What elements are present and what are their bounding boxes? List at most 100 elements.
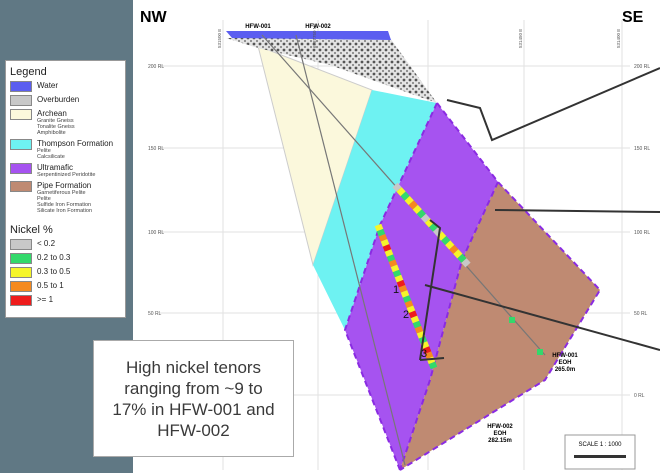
coordinate-label: 531400 E (616, 29, 621, 48)
hole-end-label: 282.15m (488, 438, 512, 444)
nickel-label: 0.3 to 0.5 (37, 267, 71, 276)
nickel-item: 0.3 to 0.5 (10, 267, 125, 278)
legend-note: Sulfide Iron Formation (37, 202, 92, 208)
assay (420, 341, 430, 349)
legend-note: Serpentinized Peridotite (37, 172, 96, 178)
legend-item: Archean Granite Gneiss Tonalite Gneiss Amph… (10, 109, 125, 136)
elevation-label: 200 RL (148, 64, 164, 70)
marker: 2 (403, 309, 409, 321)
legend-label: Pipe Formation (37, 181, 92, 190)
assay (428, 222, 439, 232)
elevation-label: 0 RL (634, 393, 645, 399)
assay (509, 317, 515, 323)
legend-item: Thompson Formation Pelite Calcsilicate (10, 139, 125, 160)
callout-line: 17% in HFW-001 and (112, 399, 275, 419)
legend-swatch (10, 163, 32, 174)
legend-note: Tonalite Gneiss (37, 124, 75, 130)
legend-title: Legend (10, 66, 47, 78)
assay (388, 259, 398, 268)
elevation-label: 100 RL (634, 230, 650, 236)
legend-note: Amphibolite (37, 130, 66, 136)
hole-end-label: HFW-002 (487, 424, 513, 430)
nickel-label: 0.2 to 0.3 (37, 253, 71, 262)
legend-item: Pipe Formation Garnetiferous Pelite Pelite… (10, 181, 125, 214)
legend-note: Pelite (37, 148, 51, 154)
assay (424, 218, 435, 228)
callout-line: High nickel tenors (125, 357, 262, 377)
assay (441, 235, 451, 246)
assay (404, 300, 414, 308)
assays (374, 182, 543, 370)
coordinate-label: 531500 E (217, 29, 222, 48)
assay (406, 305, 416, 314)
assay (392, 182, 402, 192)
assay (408, 310, 418, 319)
assay (422, 346, 432, 354)
legend-note: Granite Gneiss (37, 118, 74, 124)
nickel-item: >= 1 (10, 295, 125, 306)
assay (420, 213, 431, 223)
legend-text: Thompson Formation Pelite Calcsilicate (37, 139, 113, 160)
assay (428, 361, 438, 370)
water (226, 31, 391, 40)
legend-note: Pelite (37, 196, 51, 202)
overburden (226, 38, 437, 103)
assay (461, 258, 471, 268)
legend: Legend Water Overburden Archean Granite Gnei… (5, 60, 126, 318)
assay (380, 239, 390, 247)
assay (402, 295, 412, 303)
legend-swatch (10, 181, 32, 192)
scale-box (564, 434, 636, 470)
elevation-label: 50 RL (634, 311, 648, 317)
elevation-label: 100 RL (148, 230, 164, 236)
assay (449, 244, 459, 255)
contact (399, 102, 602, 471)
legend-text: Water (37, 81, 58, 90)
elevation-label: 50 RL (148, 311, 162, 317)
callout-lines (419, 67, 660, 361)
assay (414, 325, 424, 334)
assay (408, 200, 418, 210)
coordinate-label: 531450 E (518, 29, 523, 48)
hole-label: HFW-001 (245, 24, 271, 30)
assay (400, 290, 410, 298)
nickel-swatch (10, 267, 32, 278)
legend-swatch (10, 95, 32, 106)
nickel-label: < 0.2 (37, 239, 56, 248)
legend-text: Overburden (37, 95, 79, 104)
assay (392, 269, 402, 278)
thompson (313, 90, 437, 330)
callout: High nickel tenors ranging from ~9 to 17% … (93, 340, 294, 457)
legend-item: Water (10, 81, 125, 92)
assay (384, 249, 394, 257)
assay (390, 264, 400, 273)
legend-text: Archean Granite Gneiss Tonalite Gneiss Amph… (37, 109, 75, 136)
nickel-item: 0.2 to 0.3 (10, 253, 125, 264)
assay (416, 330, 426, 339)
nickel-swatch (10, 253, 32, 264)
assay (382, 244, 392, 252)
assay (394, 274, 404, 283)
contact (399, 181, 499, 471)
nickel-item: < 0.2 (10, 239, 125, 250)
assay (412, 204, 422, 215)
legend-text: Pipe Formation Garnetiferous Pelite Pelite… (37, 181, 92, 214)
assay (412, 320, 422, 329)
assay (537, 349, 543, 355)
legend-note: Silicate Iron Formation (37, 208, 93, 214)
direction: NW (140, 9, 168, 26)
assay (404, 195, 414, 206)
legend-text: Ultramafic Serpentinized Peridotite (37, 163, 95, 178)
hole-end-label: EOH (558, 360, 571, 366)
legend-swatch (10, 81, 32, 92)
assay (410, 315, 420, 324)
legend-swatch (10, 109, 32, 120)
contact (343, 102, 438, 471)
nickel-swatch (10, 281, 32, 292)
assay (445, 240, 455, 250)
assay (437, 231, 447, 241)
legend-label: Ultramafic (37, 163, 74, 172)
assay (386, 254, 396, 263)
legend-item: Overburden (10, 95, 125, 106)
